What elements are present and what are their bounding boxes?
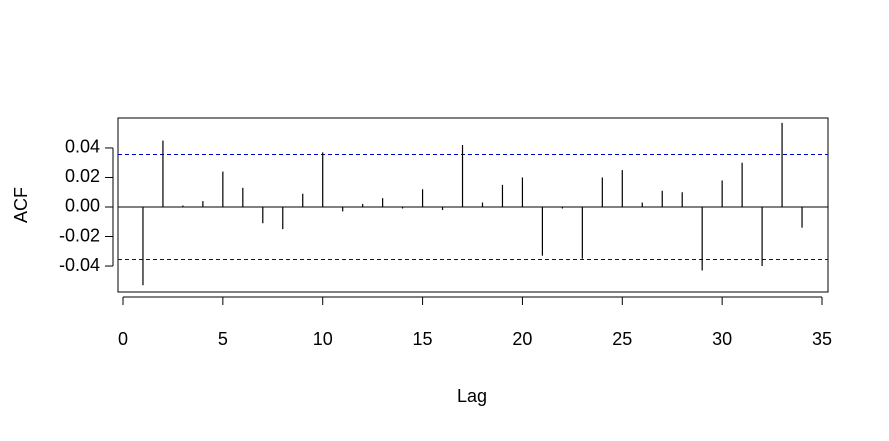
y-tick-label: 0.02 bbox=[65, 166, 100, 186]
y-tick-label: -0.02 bbox=[59, 225, 100, 245]
x-tick-label: 5 bbox=[218, 329, 228, 349]
y-tick-label: -0.04 bbox=[59, 255, 100, 275]
y-tick-label: 0.04 bbox=[65, 137, 100, 157]
y-axis-label: ACF bbox=[11, 187, 31, 223]
x-tick-label: 30 bbox=[712, 329, 732, 349]
plot-box bbox=[117, 117, 829, 293]
y-tick-label: 0.00 bbox=[65, 196, 100, 216]
x-axis-label: Lag bbox=[457, 386, 487, 406]
x-tick-label: 35 bbox=[812, 329, 832, 349]
x-tick-label: 20 bbox=[512, 329, 532, 349]
x-tick-label: 25 bbox=[612, 329, 632, 349]
x-tick-label: 0 bbox=[118, 329, 128, 349]
x-tick-label: 10 bbox=[313, 329, 333, 349]
x-tick-label: 15 bbox=[413, 329, 433, 349]
